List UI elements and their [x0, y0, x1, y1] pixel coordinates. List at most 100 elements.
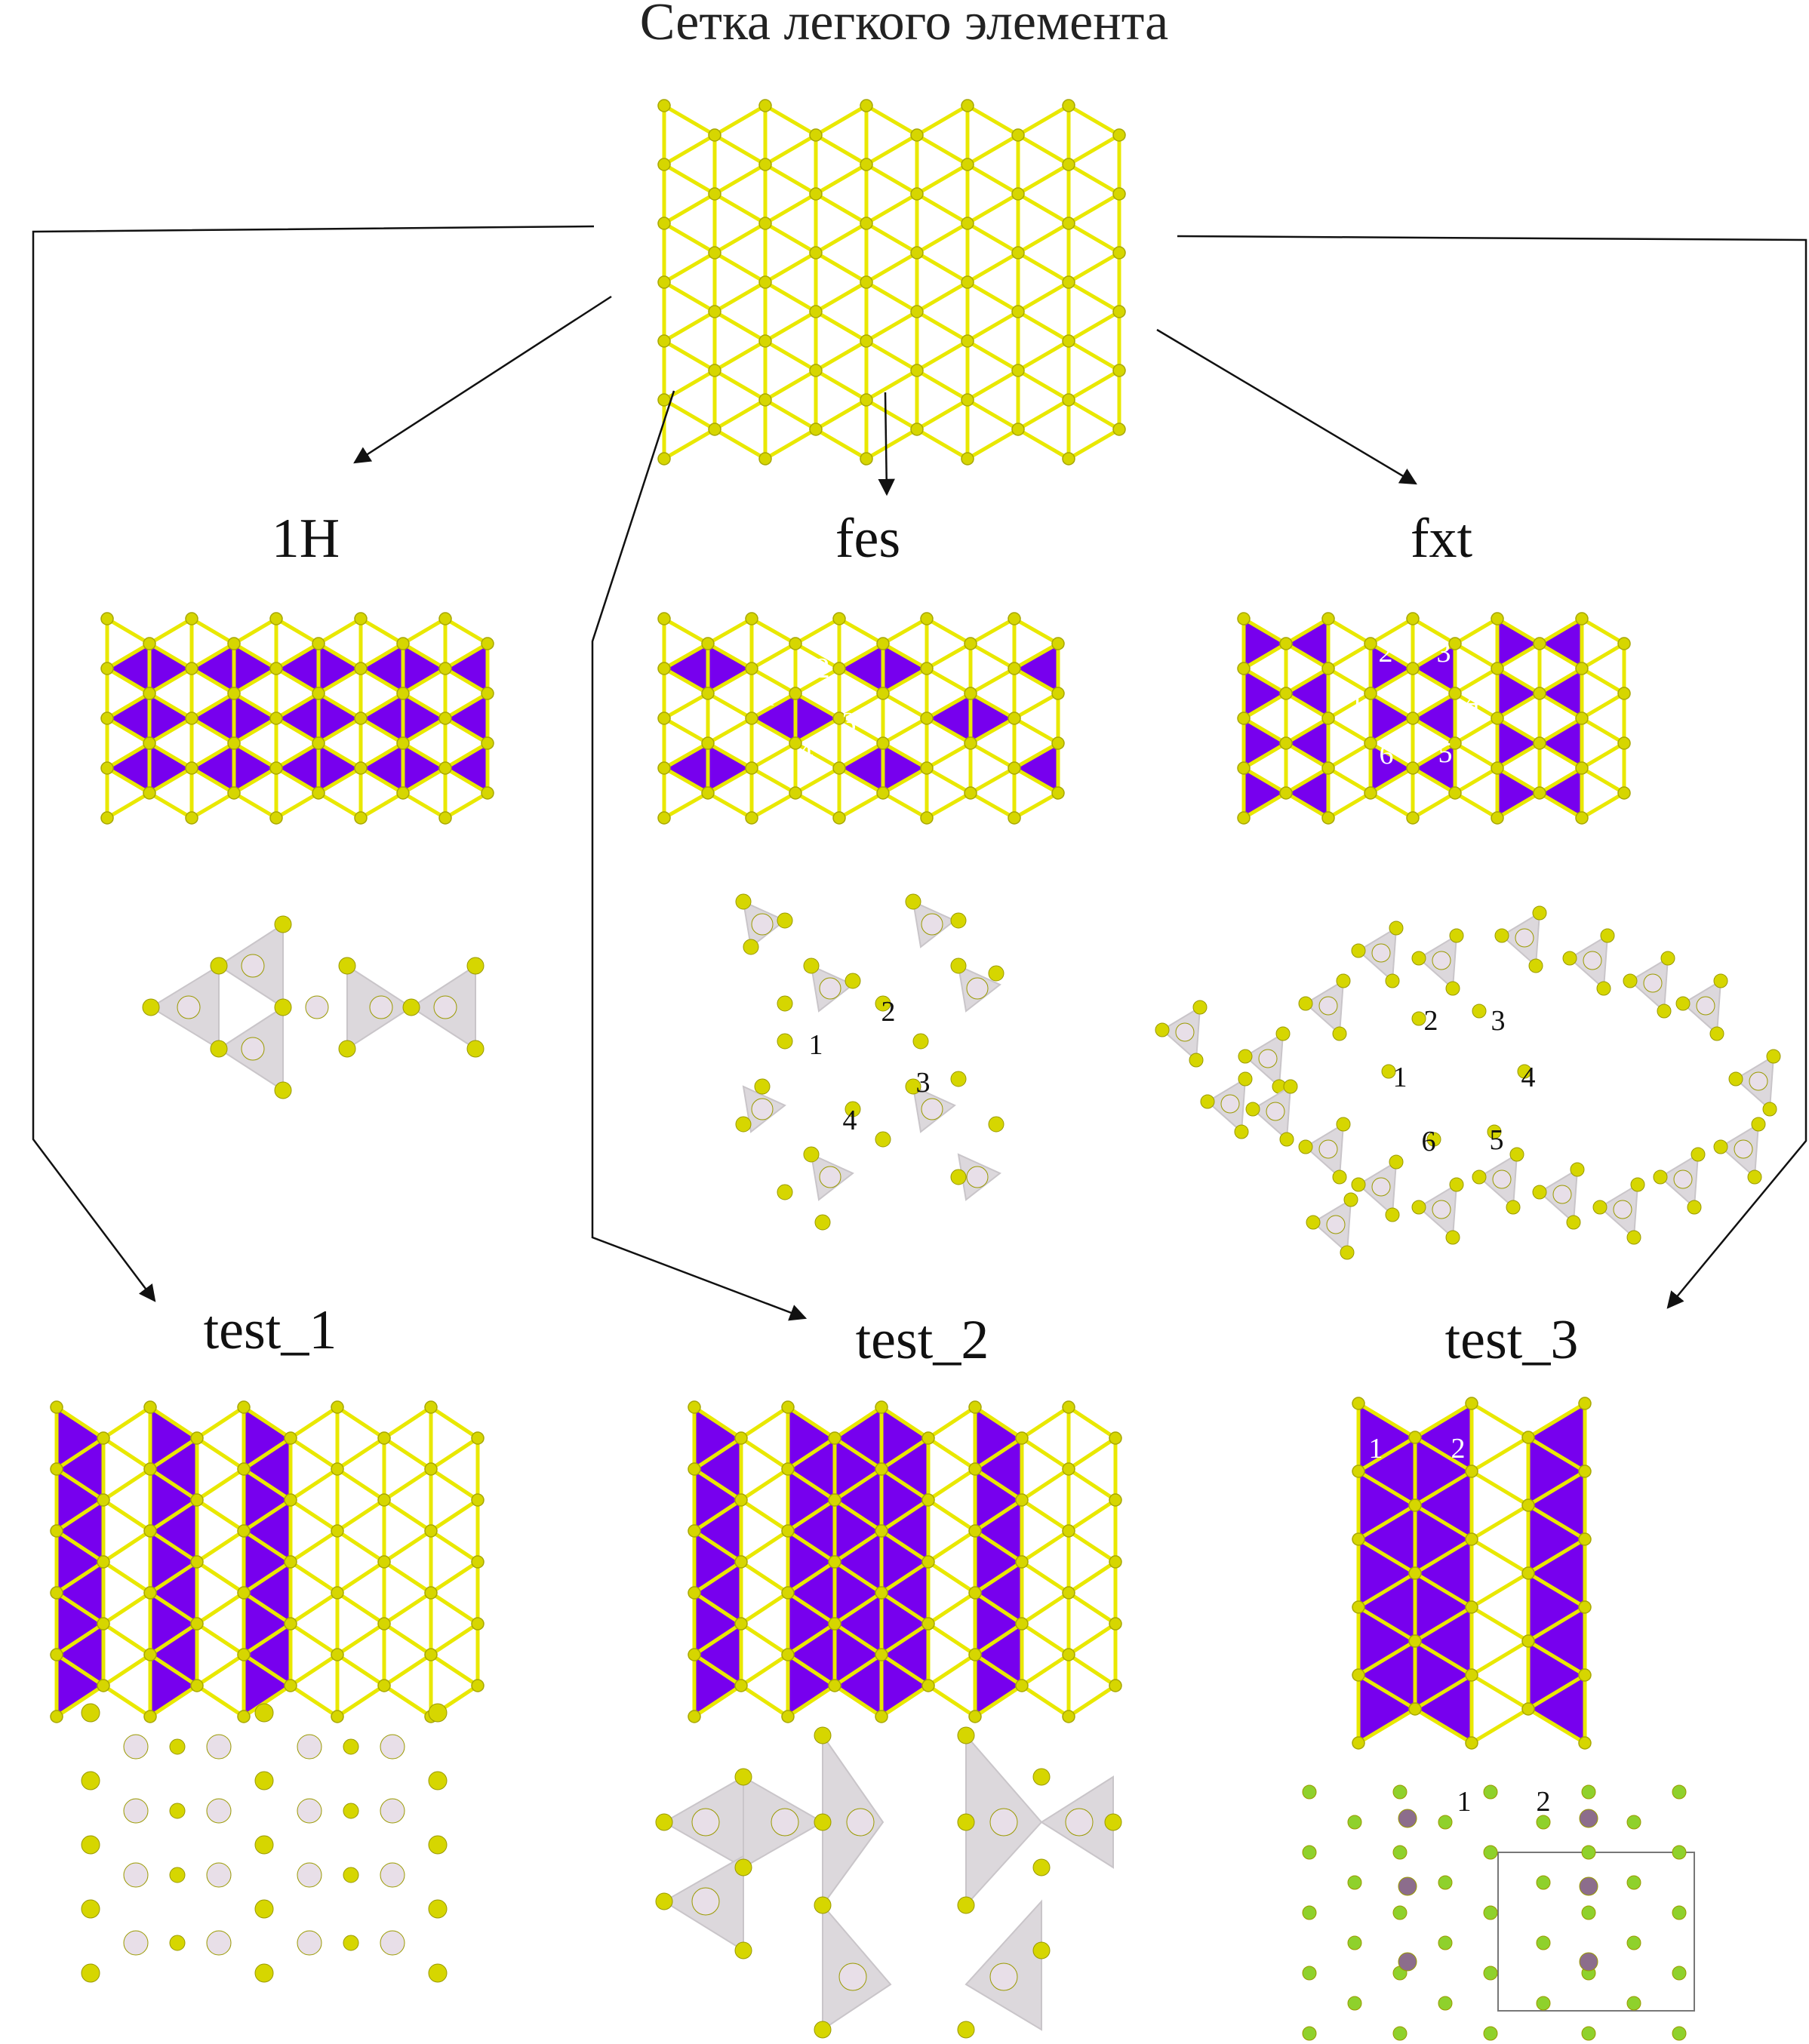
atom — [920, 662, 934, 675]
nonmetal-atom — [1032, 1768, 1051, 1786]
bond — [750, 616, 797, 646]
atom — [1408, 1566, 1422, 1580]
atom — [1448, 786, 1462, 800]
atom — [50, 1710, 63, 1723]
atom — [745, 761, 758, 775]
bond — [750, 641, 797, 671]
metal-atom — [819, 1166, 841, 1188]
nonmetal-atom — [1389, 1154, 1404, 1170]
filled-triangle — [150, 1469, 197, 1531]
arrow-to-fxt — [1156, 328, 1417, 485]
bond — [336, 1591, 386, 1626]
nonmetal-atom — [254, 1835, 274, 1855]
bond — [880, 1467, 930, 1502]
bond — [1242, 791, 1288, 820]
metal-atom — [921, 1098, 943, 1120]
atom — [481, 687, 494, 700]
filled-triangle — [1371, 743, 1413, 793]
bond — [966, 221, 1020, 255]
filled-triangle — [1415, 1505, 1472, 1573]
green-atom — [1392, 1784, 1408, 1800]
atom — [143, 1648, 157, 1661]
bond — [195, 1560, 245, 1595]
bond — [764, 398, 817, 432]
bond — [1067, 1591, 1117, 1626]
unit-cell — [1497, 1852, 1695, 2012]
bond — [786, 1467, 836, 1502]
nonmetal-atom — [1660, 951, 1675, 966]
atom — [745, 712, 758, 725]
bond — [190, 741, 235, 770]
light-element-lattice — [657, 99, 1126, 466]
atom — [331, 1524, 344, 1538]
filled-triangle — [1528, 1471, 1585, 1539]
atom — [920, 612, 934, 625]
bond — [663, 339, 716, 373]
green-atom — [1483, 1905, 1498, 1920]
metal-atom — [1326, 1215, 1346, 1234]
nonmetal-atom — [1630, 1177, 1645, 1192]
metal-atom — [297, 1798, 322, 1824]
bond — [102, 1436, 152, 1471]
metal-atom — [1552, 1185, 1572, 1204]
metal-atom — [1258, 1049, 1278, 1068]
nonmetal-atom — [274, 998, 292, 1016]
atom — [1491, 811, 1504, 825]
nonmetal-atom — [1713, 1139, 1728, 1154]
atom — [331, 1586, 344, 1600]
atom — [758, 452, 772, 466]
atom — [745, 811, 758, 825]
filled-triangle — [234, 644, 276, 693]
filled-triangle — [1497, 718, 1540, 768]
structure-test-3 — [1302, 1784, 1695, 2041]
filled-triangle — [1540, 768, 1582, 818]
nonmetal-atom — [1570, 1162, 1585, 1177]
bond — [275, 616, 320, 646]
filled-triangle — [835, 1469, 881, 1531]
atom — [354, 811, 368, 825]
bond — [1369, 666, 1414, 696]
bond — [786, 1405, 836, 1440]
bond — [1067, 1405, 1117, 1440]
atom — [1321, 761, 1335, 775]
atom — [481, 786, 494, 800]
filled-triangle — [975, 1407, 1022, 1469]
filled-triangle — [694, 1655, 741, 1717]
atom — [1011, 364, 1025, 377]
filled-triangle — [403, 693, 445, 743]
main-title: Сетка легкого элемента — [640, 0, 1168, 51]
atom — [860, 217, 873, 230]
filled-triangle — [1415, 1641, 1472, 1709]
structure-1H — [142, 915, 485, 1099]
nonmetal-atom — [1751, 1117, 1766, 1132]
fxt-struct-site-2: 2 — [1424, 1005, 1438, 1037]
bond — [1067, 339, 1121, 373]
bond — [966, 103, 1020, 137]
atom — [237, 1462, 251, 1476]
bond — [102, 1652, 152, 1688]
atom — [237, 1648, 251, 1661]
bond — [881, 766, 928, 795]
filled-triangle — [244, 1531, 291, 1593]
bond — [693, 1467, 743, 1502]
bond — [865, 398, 918, 432]
atom — [781, 1648, 795, 1661]
bond — [1411, 616, 1457, 646]
atom — [227, 637, 241, 650]
bond — [1067, 1498, 1117, 1533]
bond — [966, 309, 1020, 343]
atom — [688, 1648, 701, 1661]
bond — [106, 716, 151, 745]
bond — [336, 1498, 386, 1533]
atom — [143, 1710, 157, 1723]
bond — [663, 716, 709, 745]
filled-triangle — [192, 693, 234, 743]
bond — [838, 641, 885, 671]
atom — [734, 1617, 748, 1631]
bond — [1496, 741, 1541, 770]
atom — [438, 811, 452, 825]
filled-triangle — [788, 1438, 835, 1500]
bond — [713, 309, 767, 343]
atom — [50, 1648, 63, 1661]
label-fes: fes — [835, 508, 900, 570]
